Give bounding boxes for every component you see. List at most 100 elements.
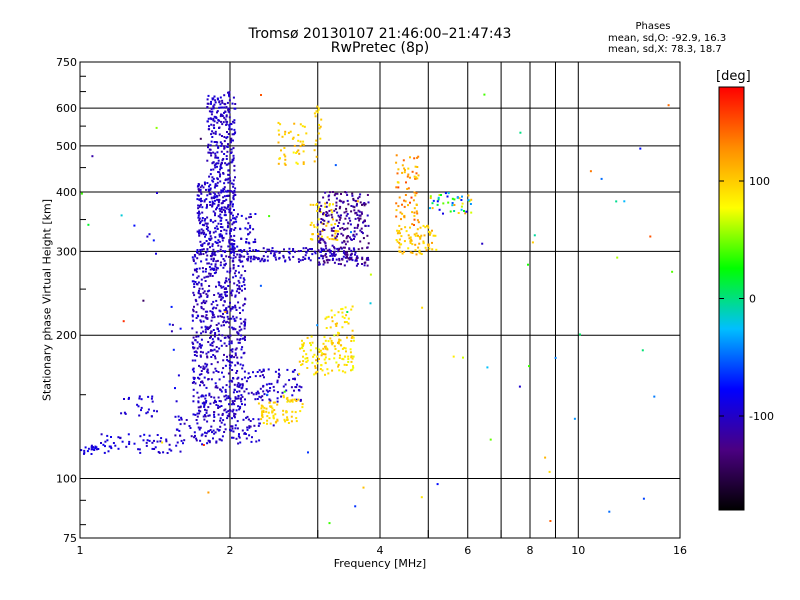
echo-point bbox=[324, 202, 327, 205]
echo-point bbox=[174, 387, 176, 390]
echo-point bbox=[117, 447, 120, 450]
echo-point bbox=[228, 255, 230, 258]
x-tick-label: 4 bbox=[377, 544, 384, 557]
echo-point bbox=[198, 198, 201, 201]
echo-point bbox=[218, 240, 221, 243]
echo-point bbox=[83, 452, 85, 455]
echo-point bbox=[305, 353, 308, 356]
echo-point bbox=[265, 407, 268, 410]
echo-point bbox=[212, 202, 214, 205]
echo-point bbox=[415, 192, 418, 195]
echo-point bbox=[224, 118, 227, 121]
echo-point bbox=[180, 439, 183, 442]
echo-point bbox=[145, 441, 148, 444]
echo-point bbox=[273, 389, 276, 392]
echo-point bbox=[232, 254, 235, 257]
echo-point bbox=[244, 318, 247, 321]
echo-point bbox=[150, 397, 153, 400]
echo-point bbox=[227, 317, 230, 320]
echo-point bbox=[219, 168, 221, 171]
echo-point bbox=[451, 197, 454, 200]
echo-point bbox=[206, 250, 209, 253]
echo-point bbox=[358, 219, 361, 222]
echo-point bbox=[137, 405, 140, 408]
echo-point bbox=[395, 215, 398, 218]
echo-point bbox=[198, 289, 200, 292]
echo-point bbox=[288, 247, 291, 250]
echo-point bbox=[234, 294, 237, 297]
echo-point bbox=[315, 203, 318, 206]
echo-point bbox=[227, 410, 230, 413]
echo-point bbox=[206, 363, 209, 366]
echo-point bbox=[295, 400, 298, 402]
echo-point bbox=[91, 448, 94, 451]
echo-point bbox=[223, 431, 226, 433]
echo-point bbox=[197, 396, 200, 399]
echo-point bbox=[207, 146, 209, 149]
echo-point bbox=[232, 377, 235, 380]
echo-point bbox=[231, 247, 234, 249]
echo-point bbox=[240, 255, 243, 258]
echo-point bbox=[325, 256, 328, 259]
echo-point bbox=[227, 177, 230, 180]
echo-point bbox=[246, 415, 249, 418]
echo-point bbox=[220, 230, 223, 232]
echo-point bbox=[409, 176, 411, 179]
echo-point bbox=[210, 140, 213, 143]
echo-point bbox=[110, 447, 113, 450]
echo-point bbox=[331, 320, 334, 323]
echo-point bbox=[229, 141, 232, 144]
echo-point bbox=[349, 351, 352, 354]
echo-point bbox=[237, 395, 240, 398]
echo-point bbox=[344, 347, 347, 350]
echo-point bbox=[305, 247, 308, 250]
echo-point bbox=[653, 395, 656, 398]
echo-point bbox=[402, 159, 405, 162]
echo-point bbox=[213, 164, 216, 167]
echo-point bbox=[215, 266, 218, 269]
echo-point bbox=[223, 259, 226, 262]
echo-point bbox=[320, 354, 323, 357]
echo-point bbox=[212, 106, 215, 109]
echo-point bbox=[209, 187, 212, 190]
echo-point bbox=[228, 409, 231, 411]
echo-point bbox=[216, 428, 219, 431]
echo-point bbox=[453, 210, 456, 212]
echo-point bbox=[342, 234, 345, 237]
echo-point bbox=[201, 287, 204, 290]
echo-point bbox=[219, 310, 222, 313]
echo-point bbox=[211, 245, 214, 248]
echo-point bbox=[309, 342, 311, 345]
echo-point bbox=[366, 194, 369, 196]
echo-point bbox=[280, 149, 282, 152]
echo-point bbox=[201, 211, 204, 214]
echo-point bbox=[302, 140, 305, 143]
echo-point bbox=[195, 267, 198, 270]
echo-point bbox=[294, 386, 297, 388]
echo-point bbox=[139, 435, 142, 438]
echo-point bbox=[218, 235, 221, 238]
echo-point bbox=[461, 202, 464, 205]
echo-point bbox=[317, 132, 320, 135]
echo-point bbox=[152, 239, 155, 242]
echo-point bbox=[296, 383, 298, 386]
echo-point bbox=[209, 148, 212, 151]
echo-point bbox=[220, 144, 223, 147]
echo-point bbox=[210, 330, 213, 333]
echo-point bbox=[332, 257, 334, 260]
echo-point bbox=[212, 268, 214, 271]
echo-point bbox=[208, 185, 210, 188]
echo-point bbox=[231, 238, 234, 241]
echo-point bbox=[226, 131, 228, 133]
echo-point bbox=[236, 427, 239, 430]
echo-point bbox=[346, 260, 349, 263]
echo-point bbox=[227, 208, 230, 211]
echo-point bbox=[219, 180, 222, 183]
echo-point bbox=[231, 102, 234, 105]
echo-point bbox=[361, 203, 363, 206]
echo-point bbox=[205, 240, 208, 242]
echo-point bbox=[202, 270, 205, 273]
echo-point bbox=[333, 254, 336, 257]
echo-point bbox=[210, 356, 213, 358]
echo-point bbox=[199, 346, 202, 349]
